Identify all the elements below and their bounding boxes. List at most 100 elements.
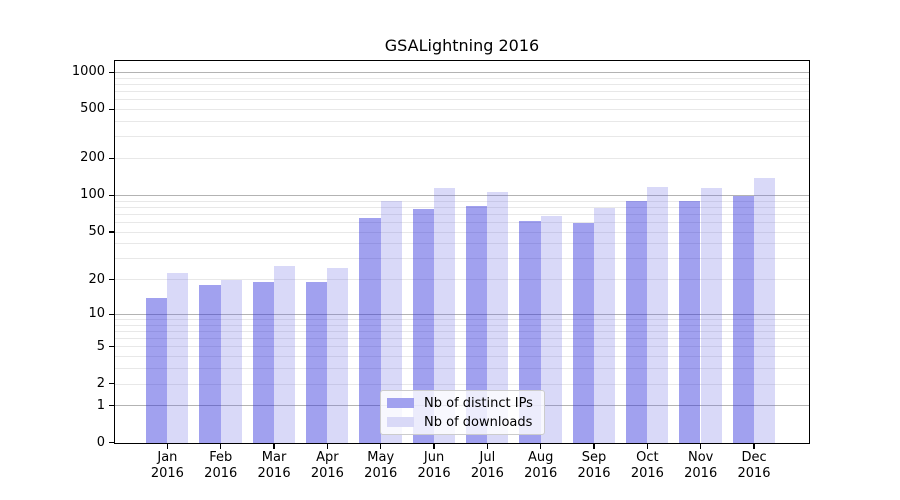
bar-distinct-ips-sep [572,222,594,443]
bar-downloads-jan [167,272,189,443]
x-tick-mark-feb [220,444,222,449]
x-tick-label-jul: Jul 2016 [470,450,504,481]
y-tick-mark-2 [109,383,114,385]
x-tick-label-jun: Jun 2016 [417,450,451,481]
chart-title: GSALightning 2016 [384,36,540,55]
x-tick-mark-oct [646,444,648,449]
gridline-700 [115,91,809,93]
x-tick-mark-dec [753,444,755,449]
y-tick-label-5: 5 [96,338,105,354]
legend-swatch-distinct-ips [387,398,414,408]
y-tick-mark-100 [109,194,114,196]
y-tick-mark-20 [109,278,114,281]
bar-distinct-ips-feb [199,285,221,443]
gridline-50 [115,231,809,233]
bar-downloads-jul [487,192,509,443]
gridline-10 [115,313,809,315]
y-tick-label-2: 2 [96,375,105,391]
bar-distinct-ips-may [359,218,381,443]
x-tick-mark-jul [486,444,488,449]
gridline-100 [115,195,809,197]
x-tick-label-mar: Mar 2016 [257,450,291,481]
bar-downloads-mar [273,266,296,443]
gridline-900 [115,77,809,79]
x-tick-label-may: May 2016 [364,450,398,481]
gridline-1000 [115,72,809,74]
y-tick-mark-200 [109,157,114,159]
bar-distinct-ips-aug [519,220,541,443]
x-tick-mark-aug [540,444,542,449]
gridline-90 [115,200,809,202]
bar-downloads-apr [327,268,349,443]
x-tick-label-oct: Oct 2016 [630,450,664,481]
x-tick-label-jan: Jan 2016 [150,450,184,481]
x-tick-mark-jan [166,444,168,449]
bar-downloads-sep [593,208,616,443]
bar-downloads-nov [700,187,722,443]
y-tick-mark-500 [109,108,114,111]
y-tick-label-1: 1 [96,397,105,413]
y-tick-label-10: 10 [88,306,105,322]
bar-distinct-ips-apr [305,282,328,443]
gridline-800 [115,84,809,85]
y-tick-label-100: 100 [80,187,105,203]
gridline-4 [115,356,809,358]
bar-distinct-ips-jul [465,206,488,443]
gridline-20 [115,279,809,281]
y-tick-label-200: 200 [80,150,105,166]
gridline-600 [115,99,809,101]
x-tick-mark-apr [326,444,328,449]
gridline-3 [115,368,809,370]
y-tick-label-500: 500 [80,101,105,117]
y-tick-mark-50 [109,231,114,233]
y-tick-label-0: 0 [96,434,105,450]
x-tick-mark-sep [593,444,595,449]
x-tick-label-aug: Aug 2016 [524,450,558,481]
gridline-40 [115,243,809,245]
y-tick-mark-0 [109,442,114,444]
bar-downloads-may [380,201,402,443]
x-tick-label-nov: Nov 2016 [684,450,718,481]
y-tick-label-1000: 1000 [71,64,105,80]
x-tick-label-dec: Dec 2016 [737,450,771,481]
gridline-6 [115,338,809,340]
y-tick-mark-1000 [109,71,114,73]
x-tick-label-sep: Sep 2016 [577,450,611,481]
x-tick-mark-may [380,444,382,449]
legend: Nb of distinct IPs Nb of downloads [380,390,545,435]
gridline-7 [115,331,809,332]
gridline-300 [115,136,809,138]
gridline-8 [115,324,809,326]
legend-swatch-downloads [387,417,414,427]
gridline-60 [115,222,809,224]
gridline-400 [115,121,809,123]
bar-distinct-ips-jan [145,297,168,443]
legend-item-downloads: Nb of downloads [387,415,538,430]
gridline-500 [115,109,809,111]
legend-label-distinct-ips: Nb of distinct IPs [424,395,533,411]
y-tick-mark-10 [109,313,114,315]
y-tick-label-20: 20 [88,271,105,287]
x-tick-label-apr: Apr 2016 [310,450,344,481]
bar-distinct-ips-nov [679,201,701,443]
bar-distinct-ips-dec [732,196,754,443]
gridline-9 [115,319,809,321]
bar-downloads-dec [753,177,776,443]
x-tick-mark-nov [700,444,702,449]
bar-downloads-jun [433,188,456,443]
bar-downloads-feb [220,279,242,443]
bar-distinct-ips-jun [412,208,434,443]
x-tick-mark-mar [273,444,275,449]
y-tick-mark-1 [109,405,114,407]
bar-distinct-ips-oct [625,201,648,443]
legend-item-distinct-ips: Nb of distinct IPs [387,396,538,411]
y-tick-mark-5 [109,346,114,348]
x-tick-mark-jun [433,444,435,449]
gridline-70 [115,213,809,215]
bar-downloads-aug [540,215,562,443]
gridline-2 [115,383,809,385]
plot-area [114,60,810,444]
gridline-5 [115,346,809,348]
bar-distinct-ips-mar [252,282,274,443]
